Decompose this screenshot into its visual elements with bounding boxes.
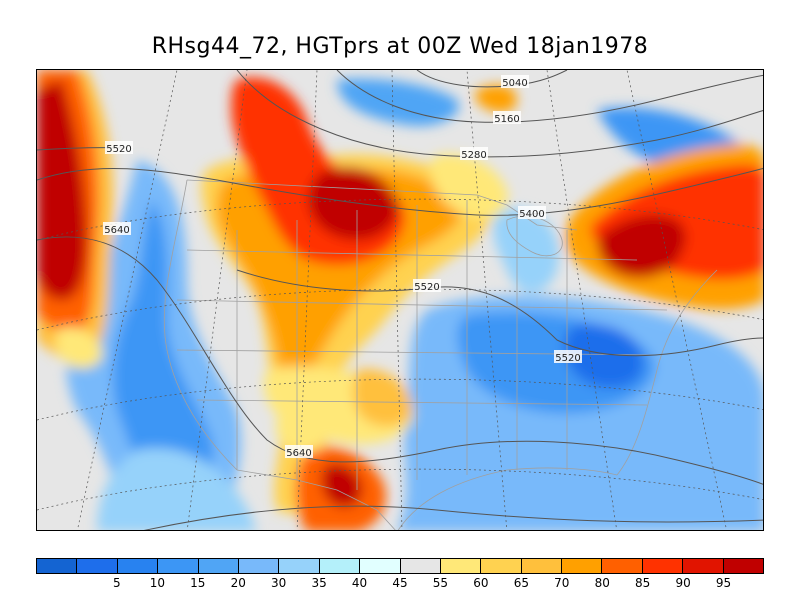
colorbar xyxy=(36,558,764,574)
colorbar-tick-label: 20 xyxy=(230,576,246,590)
latitude-line-2 xyxy=(37,288,763,331)
colorbar-tick-label: 45 xyxy=(392,576,408,590)
contour-5760 xyxy=(143,505,763,530)
colorbar-swatch-1 xyxy=(37,559,78,573)
rh-region-texas-orange xyxy=(353,369,413,427)
latitude-line-3 xyxy=(37,378,763,421)
svg-text:5640: 5640 xyxy=(104,225,129,236)
svg-text:5160: 5160 xyxy=(494,114,519,125)
rh-region-north-yellow xyxy=(430,154,508,219)
contour-5520-mid xyxy=(236,269,763,357)
colorbar-tick-label: 85 xyxy=(635,576,651,590)
colorbar-swatch-17 xyxy=(683,559,724,573)
colorbar-tick-label: 60 xyxy=(473,576,489,590)
colorbar-tick-label: 5 xyxy=(113,576,121,590)
longitude-line-7 xyxy=(626,70,727,530)
rh-region-west-coast-red-core xyxy=(37,80,87,300)
rh-region-north-orange xyxy=(475,84,517,113)
svg-text:5400: 5400 xyxy=(519,209,544,220)
colorbar-tick-label: 35 xyxy=(311,576,327,590)
colorbar-swatch-5 xyxy=(198,559,239,573)
rh-region-north-blue xyxy=(337,78,459,126)
colorbar-tick-label: 65 xyxy=(513,576,529,590)
colorbar-swatch-2 xyxy=(77,559,118,573)
colorbar-swatch-4 xyxy=(158,559,199,573)
contour-label-5280: 5280 xyxy=(460,147,488,161)
contour-label-5520-west: 5640 xyxy=(103,222,131,236)
contour-label-5520-north: 5520 xyxy=(105,141,133,155)
us-canada-border xyxy=(186,179,578,231)
colorbar-tick-label: 90 xyxy=(675,576,691,590)
contour-label-5160: 5160 xyxy=(493,111,521,125)
colorbar-tick-label: 10 xyxy=(149,576,165,590)
svg-text:5040: 5040 xyxy=(502,78,527,89)
state-line-h1 xyxy=(186,249,638,261)
contour-label-5520-mid: 5520 xyxy=(413,279,441,293)
colorbar-swatch-6 xyxy=(238,559,280,573)
svg-text:5520: 5520 xyxy=(414,282,439,293)
longitude-line-1 xyxy=(77,70,178,530)
rh-region-texas-red-core xyxy=(321,464,362,507)
colorbar-swatch-13 xyxy=(521,559,563,573)
contour-label-5040: 5040 xyxy=(501,75,529,89)
us-east-coast xyxy=(616,269,718,476)
us-west-coast xyxy=(163,179,238,471)
svg-text:5520: 5520 xyxy=(555,353,580,364)
contour-5280 xyxy=(236,70,763,158)
colorbar-tick-label: 80 xyxy=(594,576,610,590)
rh-region-west-coast-yellow xyxy=(55,326,103,369)
colorbar-swatch-3 xyxy=(117,559,159,573)
longitude-line-3 xyxy=(296,70,318,530)
rh-region-gulf-yellow xyxy=(275,418,323,453)
contour-5160 xyxy=(336,70,763,123)
us-mexico-border xyxy=(236,469,396,530)
rh-region-northeast-red-core xyxy=(597,215,686,278)
us-gulf-coast xyxy=(397,467,618,530)
svg-text:5280: 5280 xyxy=(461,150,486,161)
colorbar-swatch-9 xyxy=(360,559,401,573)
colorbar-tick-label: 70 xyxy=(554,576,570,590)
colorbar-swatch-10 xyxy=(400,559,441,573)
contour-5640 xyxy=(37,236,763,485)
longitude-line-4 xyxy=(391,70,403,530)
rh-region-west-blue-dark xyxy=(112,200,214,530)
rh-region-central-red-core xyxy=(308,166,398,240)
latitude-line-4 xyxy=(37,468,763,511)
colorbar-swatch-8 xyxy=(319,559,361,573)
colorbar-tick-label: 15 xyxy=(190,576,206,590)
state-line-h2 xyxy=(176,299,668,311)
colorbar-tick-label: 55 xyxy=(432,576,449,590)
contour-label-5640-south: 5640 xyxy=(285,445,313,459)
political-boundaries xyxy=(163,179,718,530)
colorbar-swatch-14 xyxy=(562,559,603,573)
colorbar-swatch-11 xyxy=(440,559,482,573)
map-plot-area: 5040 5160 5280 5400 5520 5520 xyxy=(36,69,764,531)
svg-text:5520: 5520 xyxy=(106,144,131,155)
rh-region-mid-blue xyxy=(492,208,559,293)
contour-5400 xyxy=(37,167,763,216)
colorbar-swatch-16 xyxy=(642,559,684,573)
colorbar-tick-label: 95 xyxy=(715,576,732,590)
colorbar-swatch-18 xyxy=(723,559,764,573)
rh-region-central-orange-mid xyxy=(217,169,463,451)
map-title: RHsg44_72, HGTprs at 00Z Wed 18jan1978 xyxy=(151,34,649,59)
colorbar-tick-label: 30 xyxy=(271,576,287,590)
state-line-h4 xyxy=(196,399,648,406)
latitude-line-1 xyxy=(37,198,763,241)
svg-text:5640: 5640 xyxy=(286,448,311,459)
rh-region-south-east-blue-core xyxy=(563,324,643,388)
colorbar-swatch-15 xyxy=(602,559,643,573)
contour-label-5520-east: 5520 xyxy=(554,350,582,364)
rh-filled-field xyxy=(37,70,763,530)
colorbar-labels: 5 10 15 20 30 35 40 45 55 60 65 70 80 85 90 95 xyxy=(36,576,764,592)
contour-labels: 5040 5160 5280 5400 5520 5520 xyxy=(103,75,582,459)
colorbar-swatch-12 xyxy=(481,559,522,573)
colorbar-swatch-7 xyxy=(279,559,320,573)
rh-region-south-blue xyxy=(97,448,257,530)
contour-label-5400: 5400 xyxy=(518,206,546,220)
colorbar-tick-label: 40 xyxy=(351,576,368,590)
